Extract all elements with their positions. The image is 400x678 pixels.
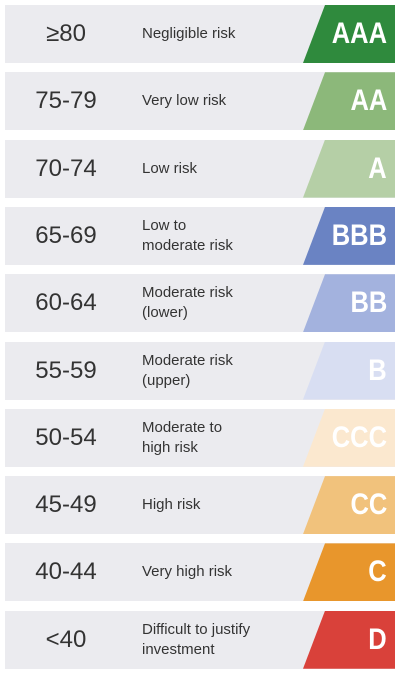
- score-range: 75-79: [35, 87, 97, 115]
- rating-label: D: [368, 622, 387, 656]
- score-range: 70-74: [35, 154, 97, 182]
- description-line: (upper): [142, 371, 191, 389]
- rating-label: A: [368, 151, 387, 185]
- rating-label: BBB: [331, 218, 387, 252]
- table-row: 65-69 Low to moderate risk BBB: [5, 206, 395, 265]
- description-line: (lower): [142, 304, 188, 322]
- rating-label: BB: [350, 286, 387, 320]
- description-line: Moderate risk: [142, 284, 233, 302]
- score-range: 50-54: [35, 423, 97, 451]
- rating-badge: BB: [303, 274, 395, 333]
- risk-description: Negligible risk: [142, 5, 235, 63]
- rating-label: CC: [350, 488, 387, 522]
- description-line: moderate risk: [142, 236, 233, 254]
- rating-label: AA: [350, 84, 387, 118]
- risk-description: Very high risk: [142, 543, 232, 601]
- rating-badge: C: [303, 543, 395, 602]
- table-row: 70-74 Low risk A: [5, 139, 395, 198]
- table-row: 55-59 Moderate risk (upper) B: [5, 341, 395, 400]
- rating-badge: B: [303, 341, 395, 400]
- description-line: Moderate risk: [142, 351, 233, 369]
- score-range: 65-69: [35, 221, 97, 249]
- rating-badge: BBB: [303, 206, 395, 265]
- risk-description: Moderate to high risk: [142, 409, 222, 467]
- description-line: high risk: [142, 438, 198, 456]
- rating-label: C: [368, 555, 387, 589]
- table-row: 50-54 Moderate to high risk CCC: [5, 408, 395, 467]
- description-line: Low to: [142, 216, 187, 234]
- description-line: Low risk: [142, 159, 198, 177]
- rating-badge: AA: [303, 72, 395, 131]
- rating-badge: D: [303, 610, 395, 669]
- risk-description: Very low risk: [142, 72, 226, 130]
- score-range: 60-64: [35, 289, 97, 317]
- description-line: Very low risk: [142, 92, 227, 110]
- risk-description: Difficult to justify investment: [142, 611, 250, 669]
- score-range: 55-59: [35, 356, 97, 384]
- score-range: <40: [45, 625, 87, 653]
- risk-description: Moderate risk (lower): [142, 274, 233, 332]
- description-line: Very high risk: [142, 563, 233, 581]
- table-row: 75-79 Very low risk AA: [5, 72, 395, 131]
- description-line: Negligible risk: [142, 25, 236, 42]
- table-row: 40-44 Very high risk C: [5, 543, 395, 602]
- table-row: 45-49 High risk CC: [5, 476, 395, 535]
- description-line: Difficult to justify: [142, 620, 251, 638]
- score-range: 40-44: [35, 558, 97, 586]
- rating-label: CCC: [331, 420, 387, 454]
- risk-description: Low risk: [142, 140, 197, 198]
- risk-description: Moderate risk (upper): [142, 342, 233, 400]
- description-line: investment: [142, 640, 215, 658]
- risk-description: High risk: [142, 476, 200, 534]
- rating-badge: CCC: [303, 408, 395, 467]
- table-row: 60-64 Moderate risk (lower) BB: [5, 274, 395, 333]
- score-range: ≥80: [46, 20, 86, 47]
- rating-badge: A: [303, 139, 395, 198]
- score-range: 45-49: [35, 491, 97, 519]
- rating-badge: AAA: [303, 5, 395, 63]
- rating-label: AAA: [331, 17, 387, 50]
- risk-description: Low to moderate risk: [142, 207, 233, 265]
- description-line: Moderate to: [142, 418, 223, 436]
- rating-label: B: [368, 353, 387, 387]
- rating-badge: CC: [303, 476, 395, 535]
- description-line: High risk: [142, 496, 201, 514]
- table-row: ≥80 Negligible risk AAA: [5, 5, 395, 63]
- table-row: <40 Difficult to justify investment D: [5, 610, 395, 669]
